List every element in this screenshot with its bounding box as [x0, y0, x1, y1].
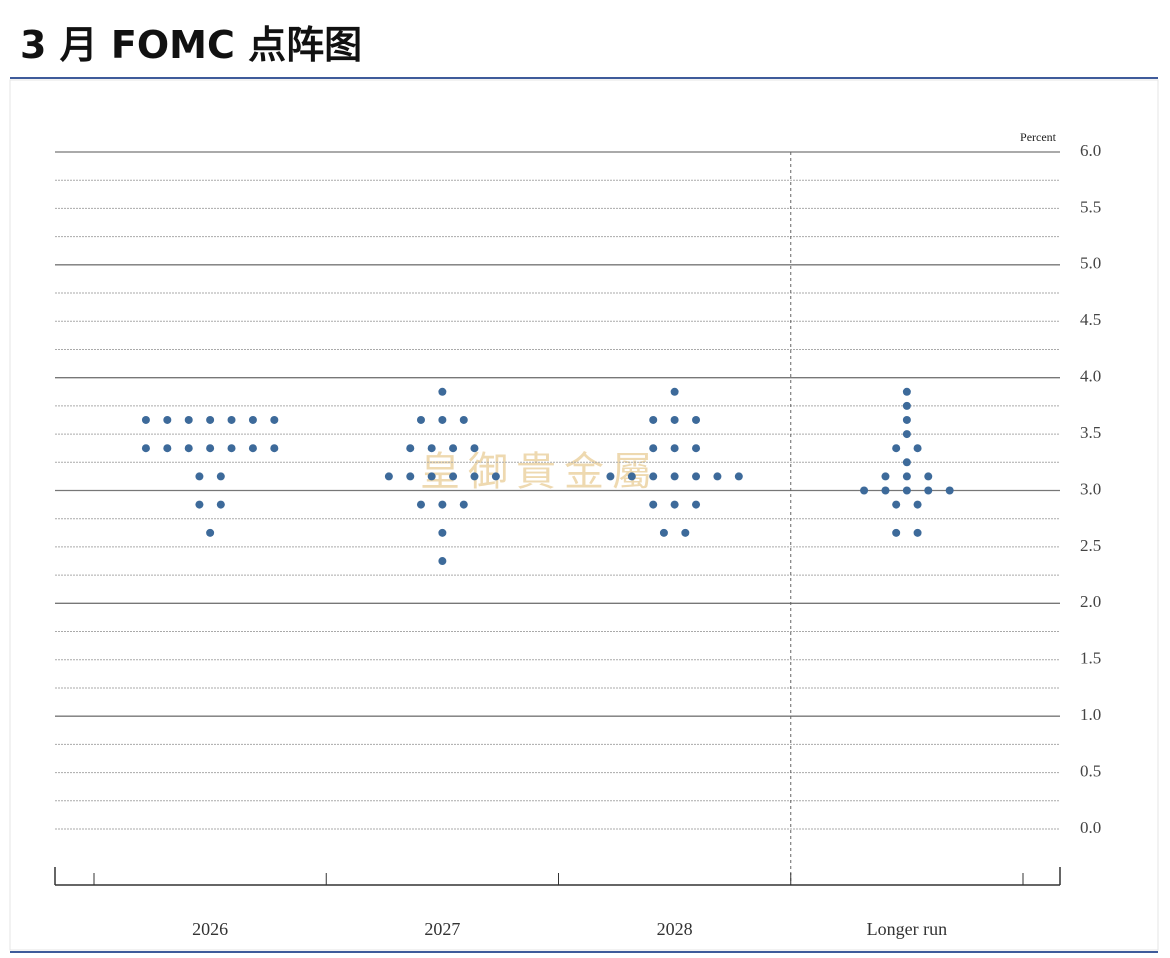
dot	[627, 472, 636, 481]
page-title: 3 月 FOMC 点阵图	[20, 23, 363, 67]
dot	[681, 528, 690, 537]
dot	[902, 458, 911, 467]
dot	[163, 444, 172, 453]
dot	[606, 472, 615, 481]
dot	[881, 472, 890, 481]
dot	[406, 444, 415, 453]
dot	[459, 415, 468, 424]
dot	[270, 415, 279, 424]
dot	[184, 444, 193, 453]
dot	[470, 472, 479, 481]
dot	[924, 472, 933, 481]
y-tick-label: 3.5	[1080, 423, 1101, 442]
dot	[902, 387, 911, 396]
y-tick-label: 0.5	[1080, 761, 1101, 780]
dot	[438, 500, 447, 509]
y-tick-label: 1.5	[1080, 649, 1101, 668]
dot	[902, 430, 911, 439]
dot	[491, 472, 500, 481]
dot	[195, 500, 204, 509]
dot	[860, 486, 869, 495]
dot	[416, 415, 425, 424]
y-tick-label: 4.0	[1080, 367, 1101, 386]
y-tick-label: 0.0	[1080, 818, 1101, 837]
dot	[649, 472, 658, 481]
dot	[438, 528, 447, 537]
x-tick-label: 2027	[424, 919, 460, 939]
dot	[459, 500, 468, 509]
dot	[216, 500, 225, 509]
dot	[384, 472, 393, 481]
y-tick-label: 2.5	[1080, 536, 1101, 555]
dot	[449, 444, 458, 453]
dot	[406, 472, 415, 481]
dot	[195, 472, 204, 481]
dot	[416, 500, 425, 509]
dot	[206, 415, 215, 424]
dot	[438, 415, 447, 424]
dot	[449, 472, 458, 481]
dot	[206, 528, 215, 537]
dot	[713, 472, 722, 481]
y-tick-label: 5.0	[1080, 254, 1101, 273]
dot	[692, 444, 701, 453]
dot	[248, 444, 257, 453]
dot	[670, 444, 679, 453]
dot	[670, 472, 679, 481]
dot	[670, 500, 679, 509]
dot	[659, 528, 668, 537]
dot	[184, 415, 193, 424]
watermark: 皇御貴金屬	[420, 449, 660, 495]
dot	[427, 472, 436, 481]
dot	[248, 415, 257, 424]
dot	[902, 472, 911, 481]
dot	[427, 444, 436, 453]
y-tick-label: 5.5	[1080, 197, 1101, 216]
y-tick-label: 4.5	[1080, 310, 1101, 329]
dot	[227, 444, 236, 453]
dot	[649, 415, 658, 424]
dot	[670, 415, 679, 424]
unit-label: Percent	[1020, 130, 1057, 144]
dot	[141, 444, 150, 453]
dot	[902, 415, 911, 424]
dot	[649, 500, 658, 509]
y-tick-label: 2.0	[1080, 592, 1101, 611]
dot	[692, 415, 701, 424]
dot	[692, 500, 701, 509]
dot	[227, 415, 236, 424]
dot	[902, 401, 911, 410]
dot	[216, 472, 225, 481]
x-tick-label: 2028	[657, 919, 693, 939]
dot	[913, 444, 922, 453]
dot	[892, 444, 901, 453]
dot	[438, 557, 447, 566]
dot	[913, 500, 922, 509]
dot	[892, 528, 901, 537]
dot	[902, 486, 911, 495]
dot	[945, 486, 954, 495]
dot	[206, 444, 215, 453]
dot	[141, 415, 150, 424]
dot	[470, 444, 479, 453]
dot	[892, 500, 901, 509]
dot	[924, 486, 933, 495]
dot	[163, 415, 172, 424]
dot	[913, 528, 922, 537]
dot	[270, 444, 279, 453]
x-tick-label: Longer run	[867, 919, 947, 939]
x-tick-label: 2026	[192, 919, 228, 939]
dot	[649, 444, 658, 453]
dot	[692, 472, 701, 481]
y-tick-label: 1.0	[1080, 705, 1101, 724]
dot	[734, 472, 743, 481]
frame	[9, 79, 1159, 951]
dot	[881, 486, 890, 495]
y-tick-label: 3.0	[1080, 479, 1101, 498]
dot	[670, 387, 679, 396]
dot	[438, 387, 447, 396]
y-tick-label: 6.0	[1080, 141, 1101, 160]
